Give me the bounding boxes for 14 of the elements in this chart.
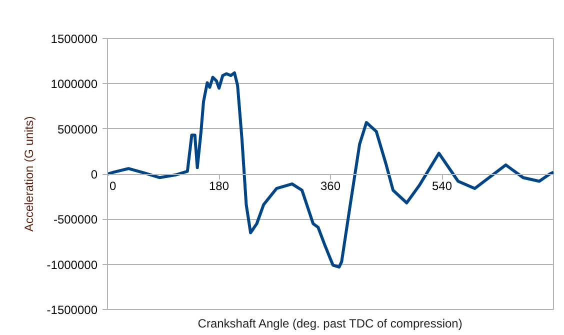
y-tick-label: -500000	[53, 212, 98, 227]
y-tick-label: 500000	[57, 122, 98, 136]
y-tick-label: -1000000	[46, 258, 98, 272]
x-tick-label: 360	[320, 179, 341, 193]
y-tick-label: -1500000	[46, 303, 98, 317]
x-tick-label: 0	[110, 179, 116, 193]
y-tick-label: 1000000	[50, 77, 98, 92]
line-series	[108, 71, 554, 269]
y-axis-title: Acceleration (G units)	[22, 116, 36, 232]
x-tick-label: 180	[208, 179, 230, 193]
y-tick-label: 0	[90, 168, 98, 182]
y-tick-label: 1500000	[50, 32, 98, 46]
x-tick-label: 540	[432, 179, 452, 193]
x-axis-title: Crankshaft Angle (deg. past TDC of compression)	[198, 316, 462, 330]
